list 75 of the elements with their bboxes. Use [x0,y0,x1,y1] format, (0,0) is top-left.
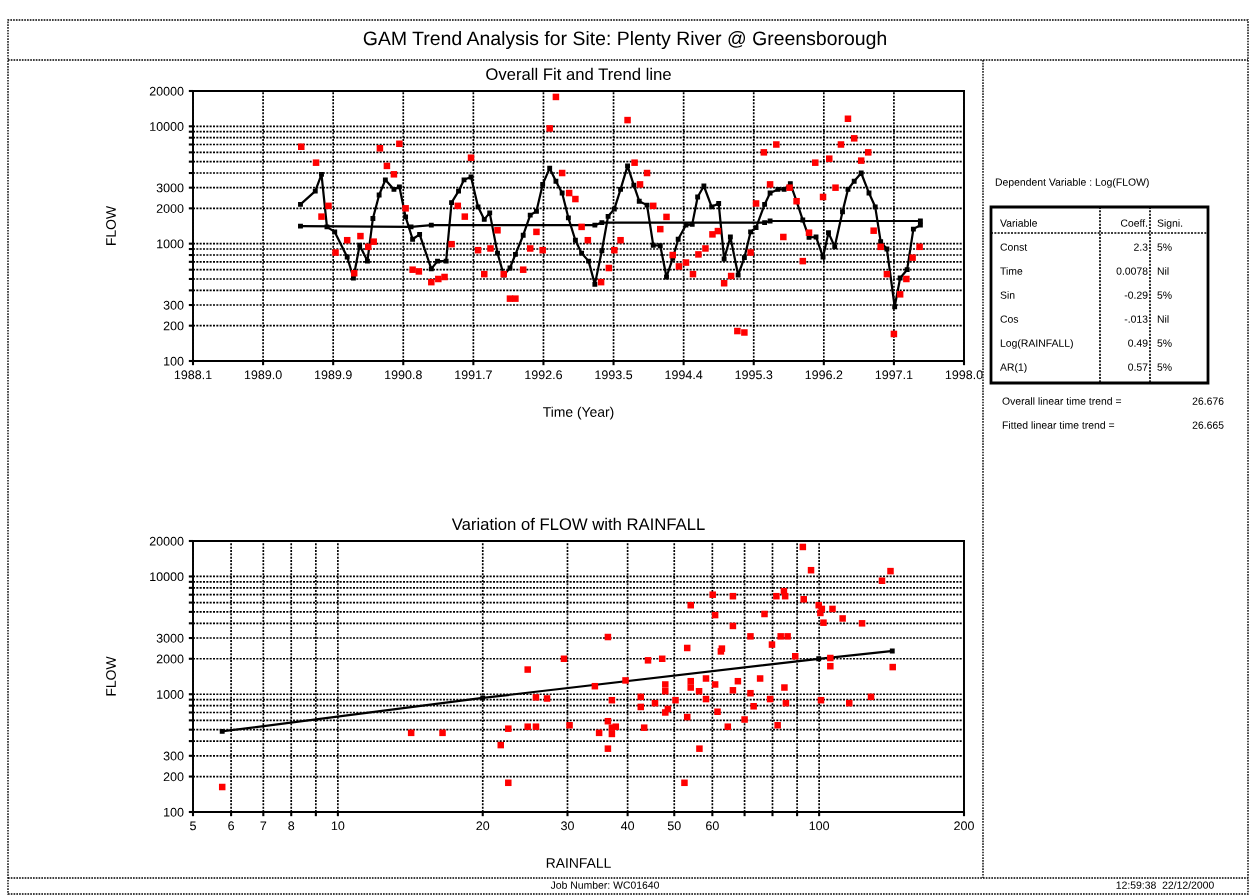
x-tick-label: 8 [288,821,295,831]
y-tick-label: 20000 [149,86,184,96]
x-tick-label: 1990.8 [385,370,422,380]
y-tick-label: 100 [164,356,184,366]
chart-title: Overall Fit and Trend line [486,67,671,81]
x-tick-label: 6 [228,821,235,831]
y-tick-label: 3000 [156,633,184,643]
x-tick-label: 10 [331,821,345,831]
y-tick-label: 10000 [150,122,184,131]
text: -.013 [1124,315,1148,323]
y-tick-label: 300 [163,751,184,761]
x-axis-title: RAINFALL [546,858,611,868]
x-tick-label: 1998.0 [945,370,983,380]
text: 5% [1157,363,1172,371]
text: GAM Trend Analysis for Site: Plenty River @ Greensborough [363,30,886,50]
x-tick-label: 7 [260,821,267,831]
text: Overall linear time trend = [1002,397,1122,405]
y-tick-label: 3000 [156,183,184,193]
text: Cos [1000,315,1019,323]
x-tick-label: 1995.3 [735,370,773,380]
text: Nil [1157,267,1169,275]
x-tick-label: 40 [620,821,635,831]
text: Job Number: WC01640 [550,881,660,889]
y-axis-title: FLOW [106,205,116,245]
y-tick-label: 200 [163,321,184,331]
text: Fitted linear time trend = [1002,421,1115,429]
x-tick-label: 200 [954,821,974,831]
y-tick-label: 100 [164,807,184,817]
text: Const [1000,243,1028,251]
text: Dependent Variable : Log(FLOW) [995,178,1149,188]
y-tick-label: 2000 [156,654,184,664]
x-tick-label: 60 [706,821,719,831]
y-tick-label: 2000 [156,204,184,213]
x-tick-label: 1991.7 [455,370,492,380]
text: 5% [1157,291,1172,299]
text: 26.665 [1192,421,1224,429]
text: Log(RAINFALL) [1000,339,1073,349]
x-tick-label: 20 [476,821,490,831]
text: 0.0078 [1116,267,1148,275]
x-tick-label: 1997.1 [875,370,913,380]
x-tick-label: 1996.2 [805,370,843,380]
x-tick-label: 30 [561,821,574,831]
text: 12:59:38 22/12/2000 [1116,881,1214,889]
x-tick-label: 1989.0 [244,370,282,380]
y-tick-label: 300 [163,300,184,310]
x-tick-label: 1989.9 [315,370,352,380]
chart-title: Variation of FLOW with RAINFALL [451,517,705,531]
x-tick-label: 5 [190,821,196,831]
x-tick-label: 100 [809,821,830,831]
text: 2.3 [1134,243,1148,251]
x-tick-label: 50 [667,821,681,831]
x-tick-label: 1988.1 [174,370,212,380]
text: 5% [1157,243,1172,251]
text: -0.29 [1124,291,1148,299]
text: Signi. [1157,219,1183,229]
text: Variable [1000,219,1037,227]
text: 26.676 [1192,397,1224,405]
text: Coeff. [1120,219,1148,227]
text: AR(1) [1000,363,1027,373]
text: 5% [1157,339,1172,347]
x-tick-label: 1994.4 [665,370,703,380]
text: Sin [1000,291,1015,299]
y-tick-label: 10000 [150,572,184,582]
x-axis-title: Time (Year) [543,406,614,420]
text: Nil [1157,315,1169,323]
x-tick-label: 1992.6 [525,370,563,380]
y-tick-label: 1000 [157,690,184,699]
text: Time [1000,267,1023,275]
y-tick-label: 200 [163,772,184,782]
text: 0.57 [1128,363,1148,371]
y-tick-label: 20000 [149,536,184,546]
y-tick-label: 1000 [157,239,184,249]
y-axis-title: FLOW [106,656,116,696]
text: 0.49 [1128,339,1148,347]
x-tick-label: 1993.5 [595,370,633,380]
